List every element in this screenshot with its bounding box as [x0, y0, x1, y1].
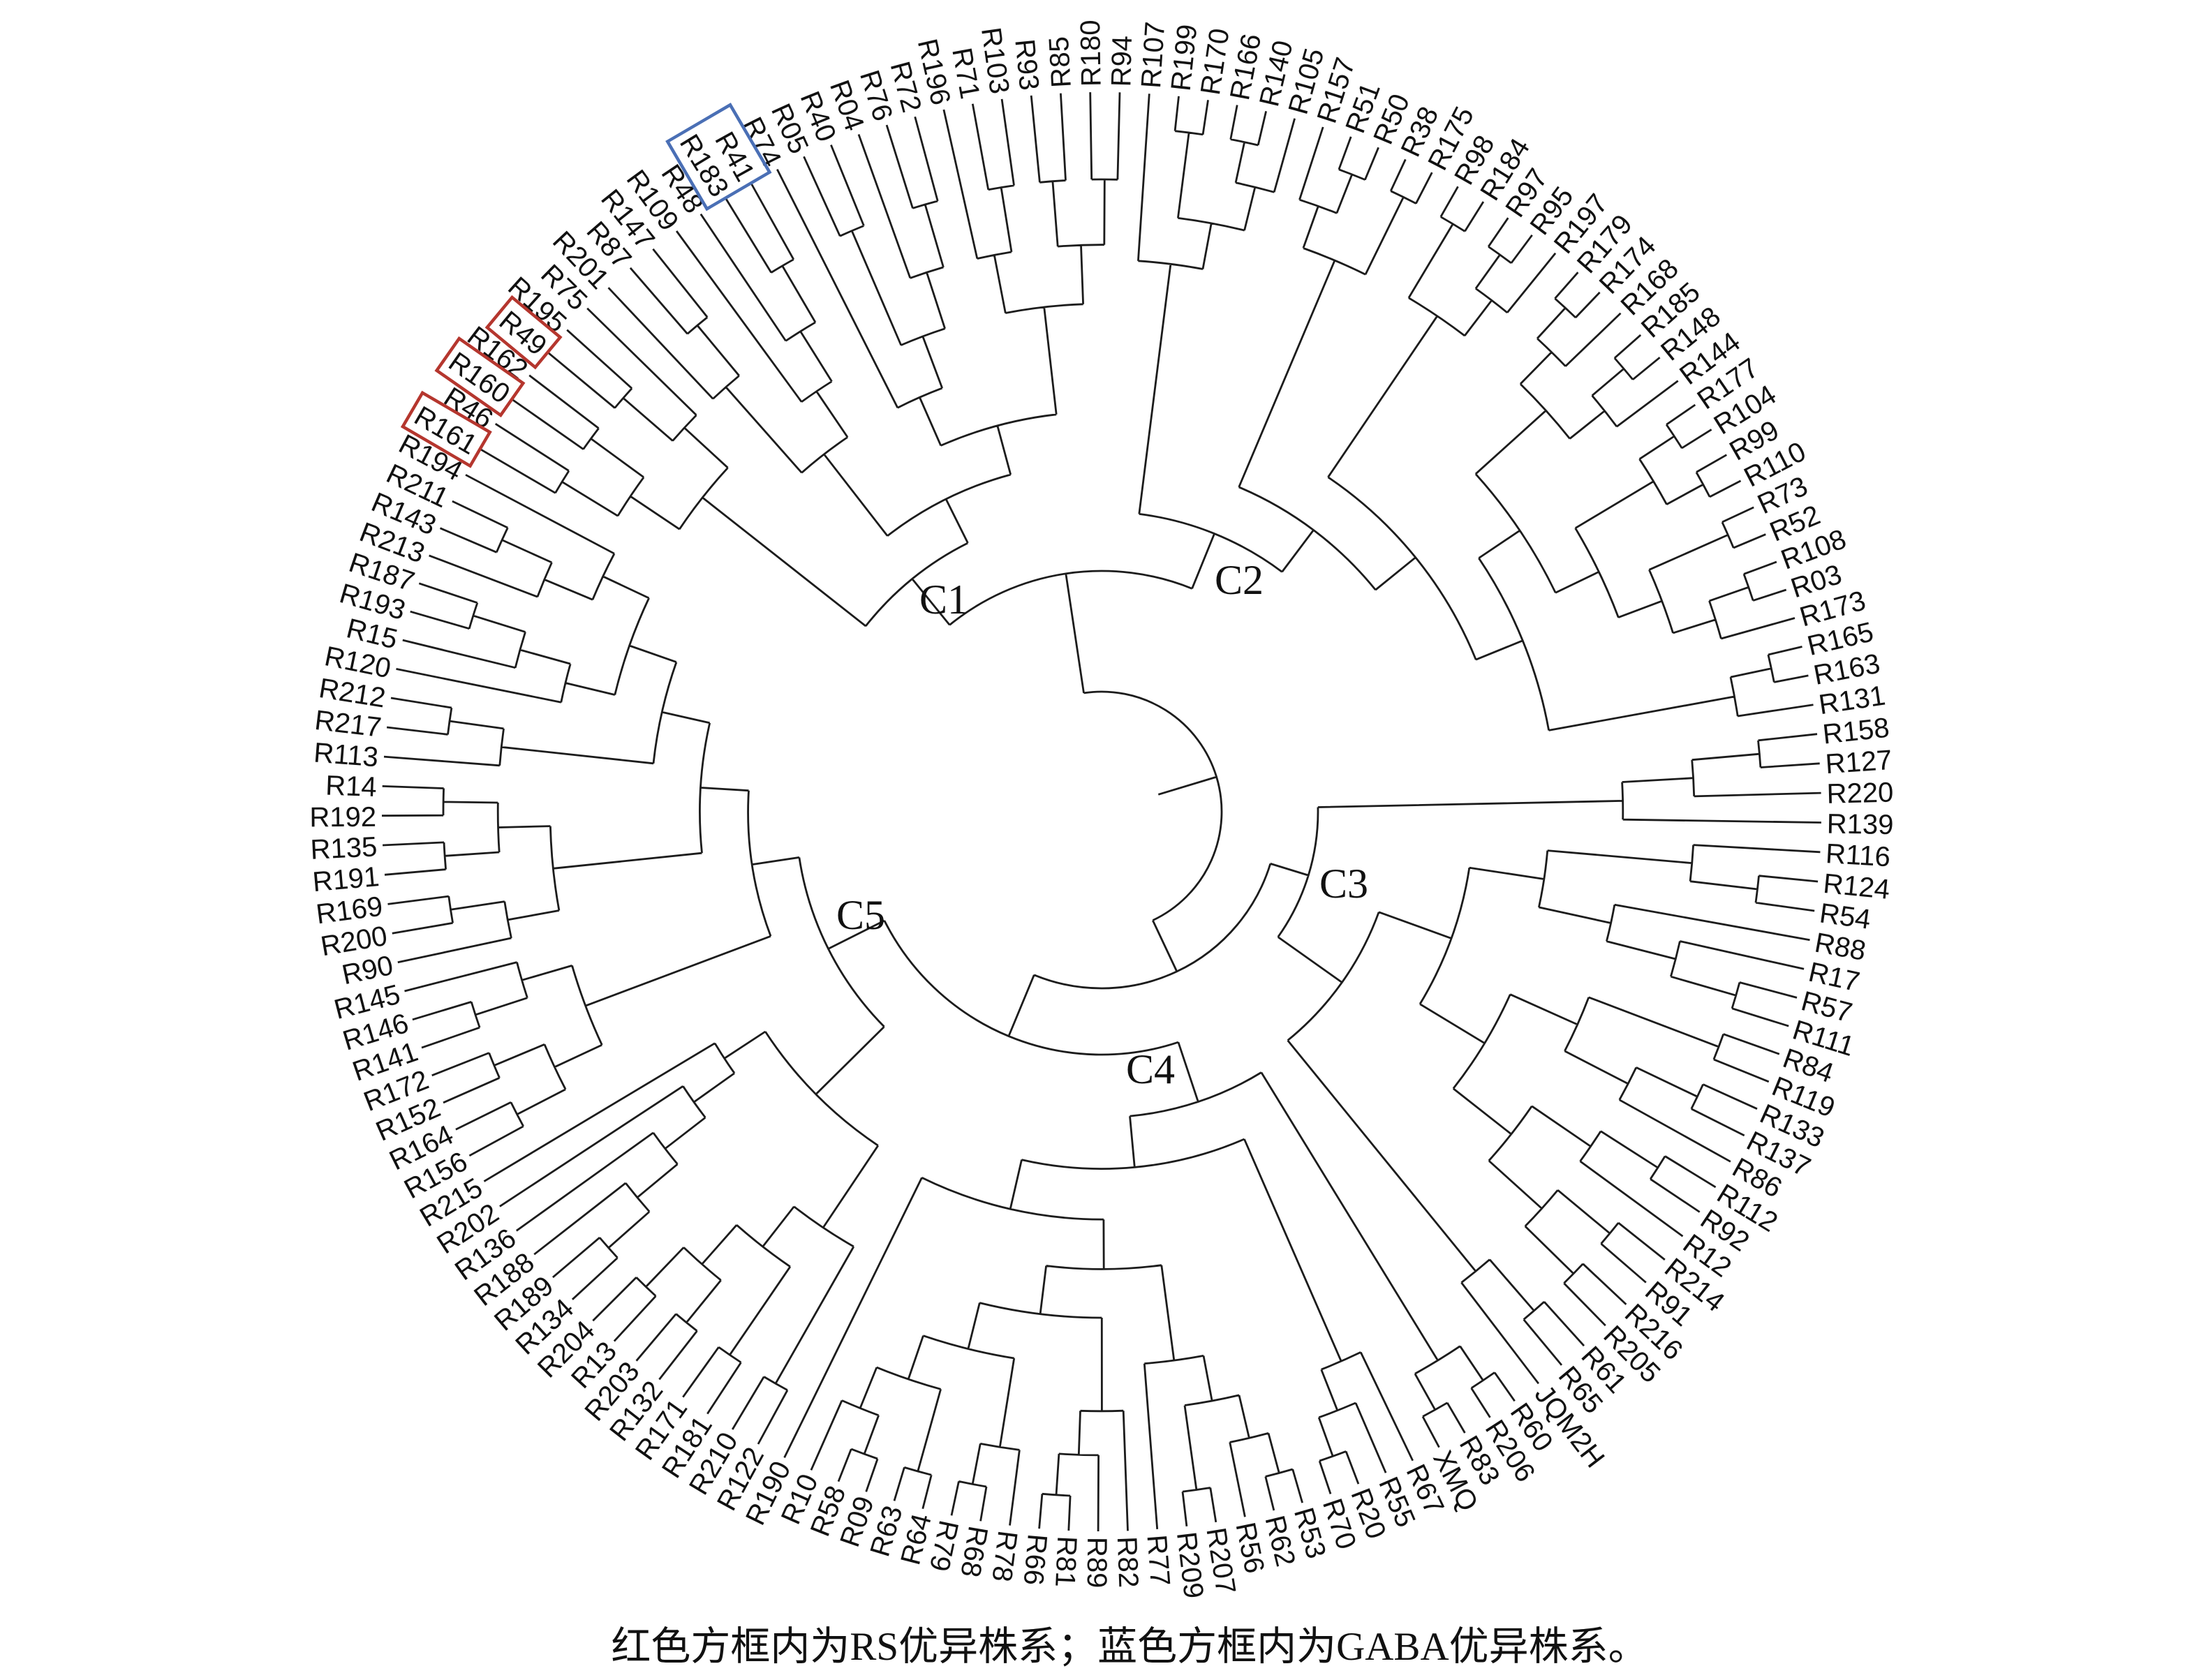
- svg-text:R139: R139: [1827, 809, 1894, 840]
- svg-text:R81: R81: [1049, 1536, 1082, 1588]
- svg-text:R116: R116: [1825, 838, 1891, 872]
- svg-text:R66: R66: [1018, 1533, 1053, 1586]
- svg-text:R127: R127: [1824, 745, 1893, 780]
- svg-text:R135: R135: [310, 831, 378, 865]
- svg-text:R82: R82: [1111, 1536, 1144, 1589]
- svg-text:R107: R107: [1136, 21, 1171, 89]
- svg-text:R54: R54: [1818, 898, 1873, 935]
- svg-text:C5: C5: [836, 892, 885, 938]
- svg-text:R93: R93: [1009, 38, 1044, 91]
- svg-text:R113: R113: [313, 737, 380, 773]
- svg-text:红色方框内为RS优异株系；蓝色方框内为GABA优异株系。: 红色方框内为RS优异株系；蓝色方框内为GABA优异株系。: [611, 1625, 1648, 1669]
- svg-text:C4: C4: [1126, 1046, 1175, 1092]
- svg-text:R89: R89: [1081, 1537, 1112, 1589]
- svg-text:R124: R124: [1822, 868, 1891, 905]
- svg-text:C1: C1: [919, 577, 968, 623]
- svg-text:R220: R220: [1826, 777, 1894, 809]
- svg-text:R191: R191: [311, 861, 380, 898]
- svg-text:R158: R158: [1821, 713, 1891, 750]
- svg-text:R199: R199: [1166, 23, 1204, 93]
- svg-text:R180: R180: [1075, 20, 1107, 87]
- svg-text:R94: R94: [1106, 35, 1138, 87]
- svg-text:R85: R85: [1044, 36, 1077, 89]
- svg-text:C2: C2: [1215, 557, 1264, 603]
- svg-text:R78: R78: [986, 1529, 1023, 1583]
- svg-text:R77: R77: [1141, 1533, 1176, 1587]
- svg-text:C3: C3: [1319, 861, 1368, 907]
- svg-text:R14: R14: [325, 771, 378, 803]
- svg-text:R192: R192: [309, 802, 376, 833]
